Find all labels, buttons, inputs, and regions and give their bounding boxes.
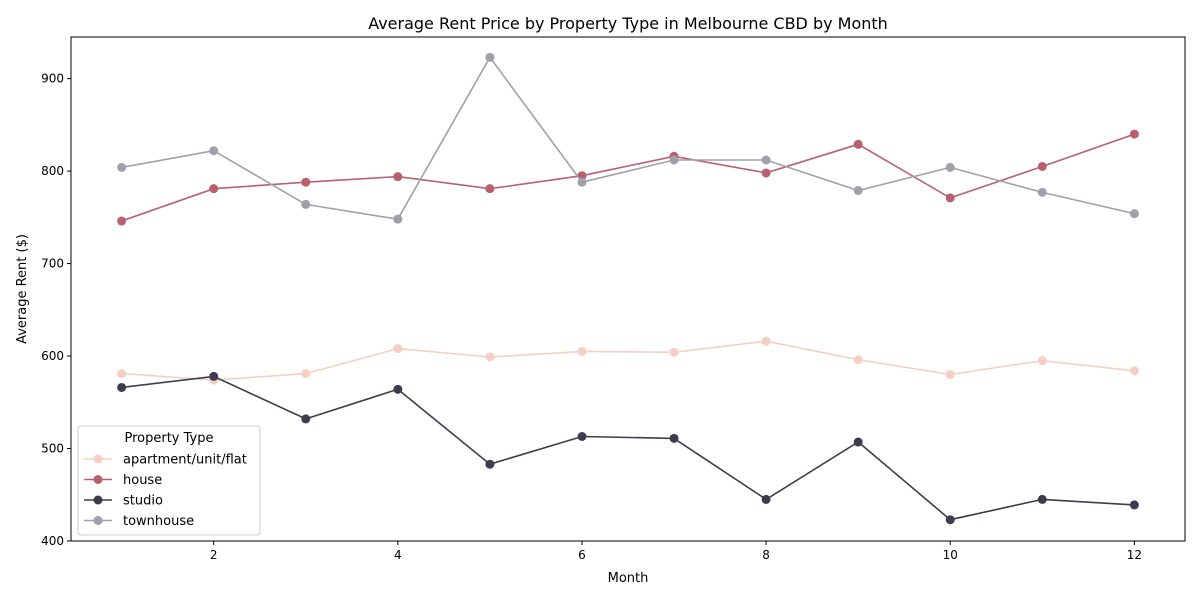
data-point [301,199,311,209]
series-line [121,55,1135,221]
data-point [945,370,955,380]
y-tick-label: 700 [41,257,64,271]
data-point [1037,187,1047,197]
data-point [1129,500,1139,510]
data-point [945,515,955,525]
x-axis-label: Month [608,571,649,586]
data-point [485,352,495,362]
legend-item-house: house [84,473,162,488]
x-axis: 2 4 6 8 10 12 [210,541,1142,562]
data-point [393,172,403,182]
data-point [669,347,679,357]
data-point [301,177,311,187]
legend-label: apartment/unit/flat [123,453,247,468]
data-point [669,433,679,443]
x-tick-label: 10 [943,548,958,562]
legend-title: Property Type [124,431,213,446]
data-point [301,414,311,424]
data-point [393,384,403,394]
data-point [117,369,127,379]
legend-item-studio: studio [84,494,163,509]
series-studio [117,371,1139,525]
data-point [853,186,863,196]
data-point [577,177,587,187]
legend-marker [93,475,103,484]
series-apartment-unit-flat [117,336,1139,385]
y-axis-label: Average Rent ($) [15,234,30,344]
data-point [393,214,403,224]
data-point [485,184,495,194]
data-point [117,216,127,226]
x-tick-label: 12 [1127,548,1142,562]
y-tick-label: 900 [41,72,64,86]
legend-label: studio [123,494,163,509]
data-point [761,155,771,165]
series-group [117,52,1139,525]
data-point [1037,494,1047,504]
legend-label: house [123,473,162,488]
data-point [209,146,219,156]
data-point [1129,209,1139,219]
legend-item-apartment-unit-flat: apartment/unit/flat [84,453,247,468]
x-tick-label: 4 [394,548,402,562]
series-house [117,129,1139,226]
data-point [577,432,587,442]
data-point [209,371,219,381]
y-tick-label: 800 [41,164,64,178]
data-point [761,168,771,178]
data-point [853,355,863,365]
data-point [485,459,495,469]
data-point [117,162,127,172]
plot-area [70,36,1186,542]
series-line [121,375,1135,521]
data-point [209,184,219,194]
legend-marker [93,516,103,525]
series-townhouse [117,52,1139,224]
data-point [577,346,587,356]
y-axis: 400 500 600 700 800 900 [41,72,71,548]
x-tick-label: 6 [578,548,586,562]
legend: Property Type apartment/unit/flat house st… [77,425,261,536]
data-point [853,437,863,447]
x-tick-label: 2 [210,548,218,562]
data-point [669,155,679,165]
data-point [117,382,127,392]
data-point [853,139,863,149]
x-tick-label: 8 [762,548,770,562]
data-point [1037,356,1047,366]
data-point [761,336,771,346]
data-point [393,344,403,354]
y-tick-label: 600 [41,349,64,363]
legend-marker [93,454,103,464]
legend-items: apartment/unit/flat house studio townhouse [84,453,247,529]
y-tick-label: 400 [41,534,64,548]
data-point [485,52,495,62]
series-line [121,340,1135,381]
legend-box [77,425,261,536]
data-point [761,494,771,504]
data-point [945,162,955,172]
chart-title: Average Rent Price by Property Type in M… [368,14,888,33]
data-point [1037,161,1047,171]
legend-label: townhouse [123,514,194,529]
series-line [121,133,1135,222]
legend-marker [93,495,103,505]
y-tick-label: 500 [41,442,64,456]
data-point [1129,366,1139,376]
legend-item-townhouse: townhouse [84,514,194,529]
data-point [945,193,955,203]
data-point [1129,129,1139,139]
data-point [301,369,311,379]
